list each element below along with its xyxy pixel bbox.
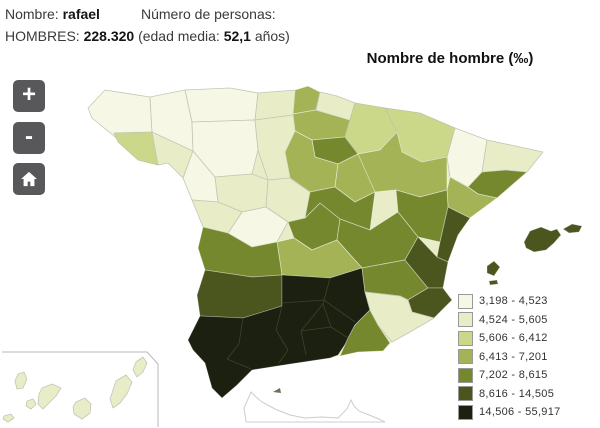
region-fuerteventura[interactable] [109,374,133,409]
legend-swatch [458,293,473,309]
zoom-in-button[interactable]: + [13,80,45,112]
home-button[interactable] [13,163,45,195]
region-salamanca[interactable] [191,199,243,234]
region-la-gomera[interactable] [25,398,37,410]
region-ibiza[interactable] [486,260,501,277]
region-guadalajara[interactable] [304,186,376,231]
persons-label: Número de personas: [141,6,276,22]
legend-label: 8,616 - 14,505 [479,387,555,400]
region-ourense[interactable] [151,131,194,179]
region-el-hierro[interactable] [2,413,15,423]
legend-label: 6,413 - 7,201 [479,350,548,363]
legend-swatch [458,386,473,402]
legend-row: 8,616 - 14,505 [458,385,561,404]
region-mallorca[interactable] [523,226,562,253]
region-teruel[interactable] [395,189,449,243]
region-gran-canaria[interactable] [72,397,92,420]
legend-swatch [458,330,473,346]
map-legend: 3,198 - 4,523 4,524 - 5,605 5,606 - 6,412 6… [458,292,561,422]
region-menorca[interactable] [562,223,583,234]
faint-province-border [226,317,244,360]
region-tenerife[interactable] [37,383,62,410]
minus-icon: - [25,123,33,150]
legend-row: 14,506 - 55,917 [458,403,561,422]
age-value: 52,1 [223,28,251,44]
map-title: Nombre de hombre (‰) [366,50,534,67]
legend-row: 7,202 - 8,615 [458,366,561,385]
men-label: HOMBRES: [5,28,84,44]
faint-province-border [300,326,332,332]
region-lanzarote[interactable] [132,356,148,378]
ceuta-mark [273,388,281,393]
legend-swatch [458,349,473,365]
name-field-row: Nombre: rafael [5,6,100,22]
legend-swatch [458,404,473,420]
legend-label: 7,202 - 8,615 [479,369,548,382]
region-pontevedra[interactable] [113,131,159,166]
region-almeria[interactable] [339,309,391,357]
faint-province-border [281,299,356,323]
plus-icon: + [21,81,36,108]
legend-label: 14,506 - 55,917 [479,406,561,419]
region-formentera[interactable] [488,279,499,286]
legend-row: 4,524 - 5,605 [458,311,561,330]
legend-swatch [458,312,473,328]
men-stats-row: HOMBRES: 228.320 (edad media: 52,1 años) [5,28,290,44]
legend-label: 4,524 - 5,605 [479,313,548,326]
home-icon [21,171,37,187]
age-label: (edad media: [134,28,224,44]
name-label: Nombre: [5,6,63,22]
faint-province-border [275,305,289,364]
age-units: años) [250,28,290,44]
zoom-out-button[interactable]: - [13,122,45,154]
men-count: 228.320 [83,28,135,44]
legend-row: 3,198 - 4,523 [458,292,561,311]
faint-province-border [330,326,349,339]
name-value: rafael [62,6,100,22]
legend-row: 6,413 - 7,201 [458,348,561,367]
region-asturias[interactable] [184,87,259,123]
region-girona[interactable] [481,139,544,173]
legend-label: 3,198 - 4,523 [479,295,548,308]
faint-province-border [226,358,252,370]
legend-label: 5,606 - 6,412 [479,332,548,345]
legend-swatch [458,367,473,383]
canary-inset-frame [2,351,159,427]
region-la-palma[interactable] [14,371,28,390]
africa-coast-outline [243,391,386,423]
legend-row: 5,606 - 6,412 [458,329,561,348]
